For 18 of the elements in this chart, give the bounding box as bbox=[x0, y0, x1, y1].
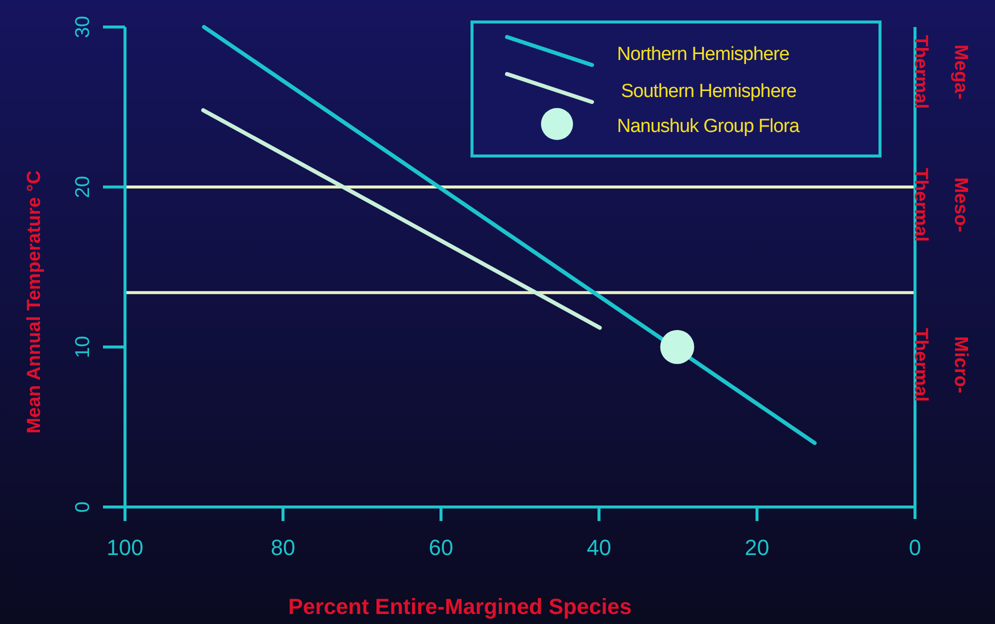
legend-label: Nanushuk Group Flora bbox=[617, 116, 800, 137]
x-tick-label: 60 bbox=[428, 535, 454, 560]
y-axis-title: Mean Annual Temperature °C bbox=[24, 170, 45, 434]
x-tick-label: 80 bbox=[270, 535, 296, 560]
x-tick-label: 0 bbox=[908, 535, 922, 560]
x-tick-label: 20 bbox=[744, 535, 770, 560]
y-tick-label: 20 bbox=[72, 176, 94, 198]
annotation: Micro-Thermal bbox=[910, 328, 971, 402]
x-tick-label: 100 bbox=[106, 535, 144, 560]
legend-label: Southern Hemisphere bbox=[621, 81, 796, 102]
x-axis-title: Percent Entire-Margined Species bbox=[288, 594, 632, 619]
annotation: Meso-Thermal bbox=[910, 168, 971, 242]
y-tick-label: 10 bbox=[72, 336, 94, 358]
x-tick-label: 40 bbox=[586, 535, 612, 560]
y-tick-label: 30 bbox=[72, 16, 94, 38]
annotation: Mega-Thermal bbox=[910, 35, 971, 109]
y-tick-label: 0 bbox=[72, 501, 94, 513]
legend-label: Northern Hemisphere bbox=[617, 44, 790, 65]
